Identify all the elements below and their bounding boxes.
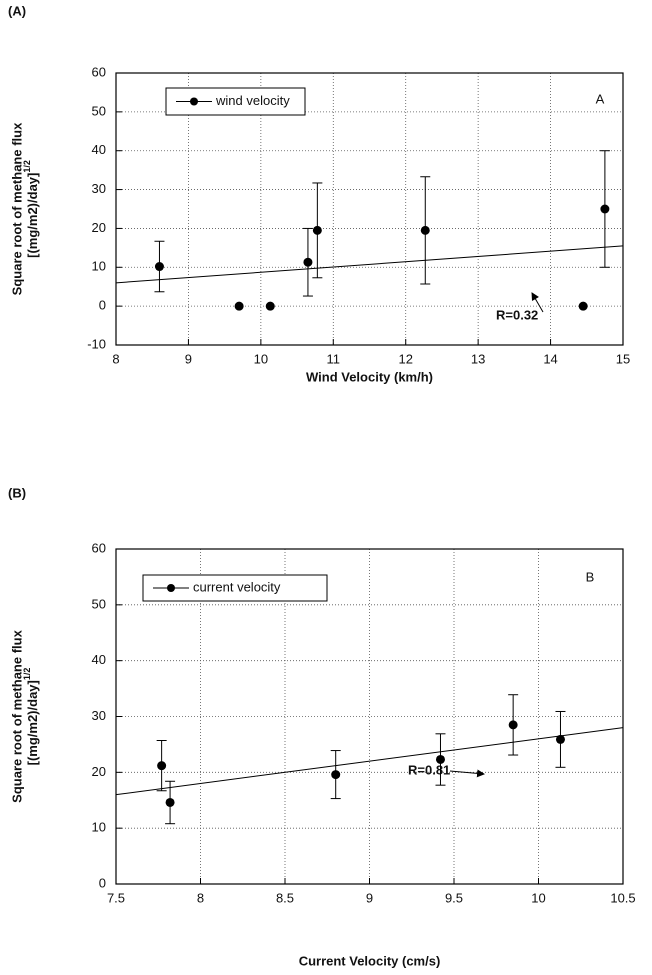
data-point [420,225,430,235]
annotation-arrow [531,292,544,313]
x-tick-label: 12 [398,351,412,366]
data-point [600,204,610,214]
data-point [331,770,341,780]
y-tick-label: 0 [99,875,106,890]
y-tick-label: -10 [87,336,106,351]
data-point [435,754,445,764]
trend-line [115,727,624,796]
y-axis-label: [(mg/m2)/day]1/2 [22,160,40,258]
x-tick-label: 8.5 [276,890,294,905]
y-axis-label-sup: 1/2 [22,668,32,681]
legend-label: wind velocity [215,93,290,108]
y-axis-label: [(mg/m2)/day]1/2 [22,668,40,766]
x-tick-label: 8 [112,351,119,366]
x-tick-label: 10 [254,351,268,366]
x-tick-label: 10.5 [610,890,635,905]
x-tick-label: 9 [185,351,192,366]
y-tick-label: 10 [92,259,106,274]
legend-label: current velocity [193,579,281,594]
y-tick-label: 60 [92,540,106,555]
x-axis-label: Wind Velocity (km/h) [306,369,433,384]
y-tick-label: 0 [99,298,106,313]
y-tick-label: 50 [92,596,106,611]
y-tick-label: 30 [92,708,106,723]
data-point [508,720,518,730]
y-tick-label: 20 [92,220,106,235]
panel-label: (B) [8,485,26,500]
legend-marker [190,97,198,106]
trend-line [115,245,624,284]
x-tick-label: 8 [197,890,204,905]
x-tick-label: 9.5 [445,890,463,905]
data-point [303,257,313,267]
y-tick-label: 20 [92,764,106,779]
x-axis-label: Current Velocity (cm/s) [299,953,441,968]
data-point [265,301,275,311]
x-tick-label: 7.5 [107,890,125,905]
legend-marker [167,584,175,592]
data-point [154,262,164,272]
data-point [234,301,244,311]
y-axis-label-text: [(mg/m2)/day] [25,173,40,258]
y-axis-label: Square root of methane flux [9,122,24,295]
annotation: R=0.32 [496,307,538,322]
annotation: R=0.81 [408,762,450,777]
panel-label: (A) [8,3,26,18]
panel-title: A [596,91,605,106]
y-axis-label-text: [(mg/m2)/day] [25,680,40,765]
x-tick-label: 14 [543,351,557,366]
annotation-arrow [449,769,485,778]
panel-title: B [586,569,595,584]
plot-frame [115,548,624,885]
y-tick-label: 30 [92,181,106,196]
y-tick-label: 50 [92,103,106,118]
data-point [165,797,175,807]
data-point [312,225,322,235]
y-axis-label-sup: 1/2 [22,160,32,173]
x-tick-label: 10 [531,890,545,905]
x-tick-label: 9 [366,890,373,905]
data-point [578,301,588,311]
y-tick-label: 40 [92,652,106,667]
y-tick-label: 60 [92,64,106,79]
y-axis-label: Square root of methane flux [9,629,24,802]
plot-frame [115,72,624,346]
data-point [555,734,565,744]
x-tick-label: 15 [616,351,630,366]
y-tick-label: 40 [92,142,106,157]
x-tick-label: 13 [471,351,485,366]
data-point [157,761,167,771]
x-tick-label: 11 [327,351,341,366]
y-tick-label: 10 [92,820,106,835]
